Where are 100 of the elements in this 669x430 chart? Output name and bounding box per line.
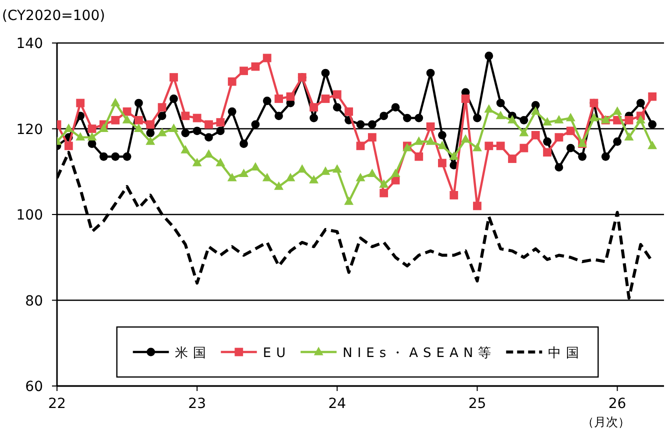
point <box>64 142 73 150</box>
point <box>146 120 155 129</box>
point <box>530 106 540 115</box>
point <box>380 112 388 120</box>
point <box>88 124 96 133</box>
point <box>204 149 214 158</box>
point <box>250 162 260 171</box>
point <box>180 144 190 154</box>
point <box>204 133 213 142</box>
point <box>216 126 225 136</box>
point <box>368 133 376 142</box>
point <box>181 128 190 138</box>
x-tick-label: 22 <box>48 396 66 412</box>
x-tick-label: 23 <box>188 396 206 412</box>
point <box>239 168 248 177</box>
point <box>636 114 646 124</box>
point <box>508 154 516 163</box>
point <box>391 103 400 112</box>
point <box>624 132 634 141</box>
point <box>122 114 132 124</box>
point <box>356 142 365 150</box>
point <box>310 103 318 112</box>
point <box>192 126 202 136</box>
point <box>531 130 540 140</box>
x-tick-label: 25 <box>468 396 486 412</box>
point <box>648 120 657 129</box>
legend-label: 米国 <box>174 346 211 361</box>
x-axis-title: （月次） <box>582 415 630 429</box>
point <box>414 114 424 122</box>
point <box>554 114 564 124</box>
point <box>543 148 552 157</box>
point <box>414 152 424 161</box>
point <box>87 132 97 141</box>
point <box>158 103 166 112</box>
point <box>438 140 447 150</box>
point <box>636 98 645 108</box>
point <box>286 172 296 182</box>
point <box>309 175 319 184</box>
point <box>484 104 494 113</box>
point <box>566 112 576 122</box>
point <box>648 92 657 101</box>
x-tick-label: 26 <box>608 396 626 412</box>
x-tick-label: 24 <box>328 396 346 412</box>
point <box>170 73 178 82</box>
point <box>367 168 377 177</box>
point <box>332 164 342 173</box>
point <box>496 98 505 108</box>
point <box>496 110 506 120</box>
point <box>379 179 389 188</box>
point <box>390 168 400 177</box>
point <box>310 114 318 122</box>
point <box>146 136 156 145</box>
point <box>624 116 634 124</box>
point <box>170 94 178 103</box>
point <box>613 137 622 146</box>
y-tick-label: 120 <box>16 122 43 138</box>
point <box>589 112 599 122</box>
point <box>204 120 213 129</box>
point <box>274 181 284 190</box>
point <box>274 112 283 120</box>
point <box>426 68 435 78</box>
point <box>508 114 517 124</box>
point <box>402 114 412 122</box>
point <box>344 196 354 205</box>
point <box>192 114 202 122</box>
point <box>460 134 470 143</box>
point <box>216 118 225 127</box>
point <box>426 136 436 145</box>
point <box>157 128 167 136</box>
point <box>566 144 575 152</box>
point <box>297 164 307 173</box>
point <box>321 68 330 78</box>
point <box>192 158 202 166</box>
point <box>134 98 143 108</box>
point <box>520 116 528 124</box>
point <box>520 144 528 152</box>
point <box>216 158 226 166</box>
point <box>286 92 295 101</box>
point <box>332 90 342 99</box>
point <box>251 62 260 71</box>
point <box>98 124 108 132</box>
point <box>240 140 248 148</box>
point <box>472 142 482 152</box>
point <box>111 116 120 124</box>
point <box>543 137 552 146</box>
point <box>146 128 155 138</box>
point <box>438 158 446 168</box>
point <box>110 98 120 106</box>
point <box>158 112 166 120</box>
point <box>554 163 564 172</box>
point <box>578 152 586 161</box>
point <box>88 140 96 148</box>
point <box>450 191 458 200</box>
legend-label: 中国 <box>548 346 584 361</box>
point <box>473 202 482 210</box>
point <box>111 152 120 161</box>
point <box>648 140 658 150</box>
point <box>519 128 529 136</box>
point <box>380 188 388 198</box>
point <box>531 100 540 110</box>
